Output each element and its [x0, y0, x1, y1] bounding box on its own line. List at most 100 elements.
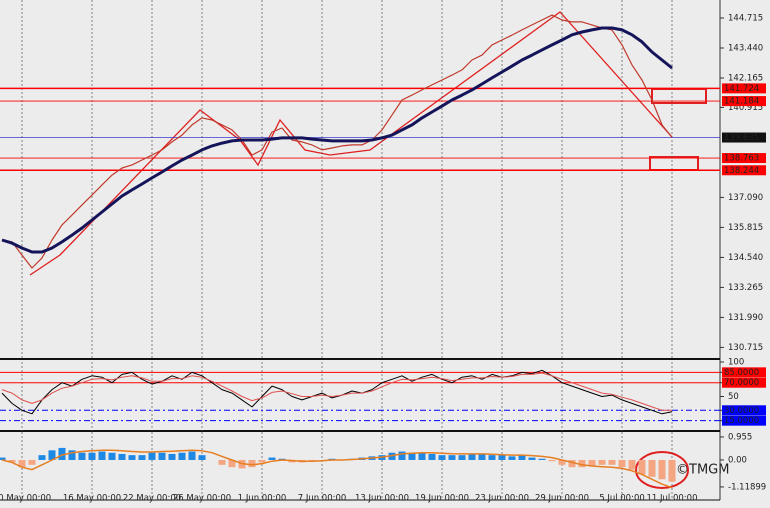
- histogram-bar: [58, 447, 66, 460]
- histogram-bar: [658, 459, 666, 480]
- histogram-bar: [78, 452, 86, 460]
- x-tick-label: 1 Jun 00:00: [238, 494, 287, 504]
- x-tick-label: 10 May 00:00: [0, 494, 51, 504]
- histogram-bar: [68, 450, 76, 460]
- histogram-bar: [28, 459, 36, 465]
- histogram-bar: [428, 453, 436, 460]
- level-label-box: [722, 83, 766, 94]
- y-tick-label: 70.0000: [724, 378, 759, 388]
- level-label-box: [722, 153, 766, 164]
- x-tick-label: 22 May 00:00: [123, 494, 181, 504]
- x-tick-label: 5 Jul 00:00: [599, 494, 645, 504]
- y-tick-label: 130.715: [728, 343, 763, 353]
- histogram-bar: [458, 455, 466, 460]
- series-line: [1, 369, 673, 415]
- histogram-bar: [588, 459, 596, 466]
- y-tick-label: 142.165: [728, 74, 763, 84]
- histogram-bar: [118, 453, 126, 460]
- histogram-bar: [198, 455, 206, 460]
- histogram-bar: [498, 455, 506, 460]
- histogram-bar: [158, 452, 166, 460]
- histogram-bar: [148, 452, 156, 460]
- y-tick-label: 0.955: [728, 432, 752, 442]
- histogram-bar: [48, 450, 56, 460]
- current-price-label: 139.635: [724, 133, 759, 143]
- tick-label-box: [722, 367, 766, 378]
- y-tick-label: 50: [728, 392, 739, 402]
- histogram-bar: [108, 452, 116, 460]
- y-tick-label: 133.265: [728, 283, 763, 293]
- histogram-bar: [648, 459, 656, 477]
- histogram-bar: [0, 457, 6, 460]
- tick-label-box: [722, 405, 766, 416]
- histogram-bar: [8, 459, 16, 463]
- histogram-bar: [88, 452, 96, 460]
- histogram-bar: [168, 453, 176, 460]
- histogram-bar: [528, 457, 536, 460]
- histogram-bar: [18, 459, 26, 468]
- histogram-bar: [618, 459, 626, 468]
- histogram-bar: [468, 453, 476, 460]
- histogram-bar: [608, 459, 616, 465]
- histogram-bar: [408, 452, 416, 460]
- y-tick-label: 140.915: [728, 103, 763, 113]
- histogram-bar: [518, 455, 526, 460]
- y-tick-label: 30.0000: [724, 406, 759, 416]
- current-price-box: [722, 132, 766, 143]
- level-label: 138.763: [724, 154, 759, 164]
- x-tick-label: 11 Jul 00:00: [647, 494, 698, 504]
- histogram-bar: [548, 459, 556, 462]
- histogram-bar: [188, 451, 196, 460]
- histogram-bar: [128, 455, 136, 460]
- histogram-bar: [568, 459, 576, 468]
- histogram-bar: [268, 457, 276, 460]
- y-tick-label: 15.0000: [724, 416, 759, 426]
- y-tick-label: 135.815: [728, 223, 763, 233]
- y-tick-label: 100: [728, 358, 744, 368]
- level-label-box: [722, 96, 766, 107]
- histogram-bar: [538, 458, 546, 460]
- level-label: 141.184: [724, 97, 759, 107]
- histogram-bar: [418, 452, 426, 460]
- x-tick-label: 29 Jun 00:00: [535, 494, 589, 504]
- y-tick-label: 134.540: [728, 253, 763, 263]
- histogram-bar: [38, 455, 46, 460]
- tick-label-box: [722, 377, 766, 388]
- histogram-bar: [438, 455, 446, 460]
- x-tick-label: 19 Jun 00:00: [415, 494, 469, 504]
- watermark: ©TMGM: [676, 463, 729, 478]
- x-tick-label: 7 Jun 00:00: [298, 494, 347, 504]
- y-tick-label: -1.11899: [728, 482, 766, 492]
- histogram-bar: [228, 459, 236, 468]
- histogram-bar: [398, 451, 406, 460]
- histogram-bar: [218, 459, 226, 465]
- histogram-bar: [138, 455, 146, 460]
- level-label: 141.724: [724, 84, 759, 94]
- histogram-bar: [248, 459, 256, 468]
- histogram-bar: [598, 459, 606, 465]
- y-tick-label: 85.0000: [724, 368, 759, 378]
- histogram-bar: [178, 452, 186, 460]
- x-tick-label: 23 Jun 00:00: [475, 494, 529, 504]
- histogram-bar: [668, 459, 676, 482]
- histogram-bar: [98, 451, 106, 460]
- series-line: [1, 372, 672, 411]
- histogram-bar: [638, 459, 646, 475]
- histogram-bar: [488, 455, 496, 460]
- histogram-bar: [448, 455, 456, 460]
- y-tick-label: 143.440: [728, 44, 763, 54]
- series-line: [1, 449, 673, 489]
- y-tick-label: 144.715: [728, 14, 763, 24]
- histogram-bar: [258, 459, 266, 463]
- histogram-bar: [628, 459, 636, 470]
- level-label: 138.244: [724, 166, 759, 176]
- histogram-bar: [508, 456, 516, 460]
- series-line: [1, 26, 673, 254]
- y-tick-label: 137.090: [728, 193, 763, 203]
- y-tick-label: 0.00: [728, 455, 747, 465]
- x-tick-label: 26 May 00:00: [173, 494, 231, 504]
- highlight-circle: [635, 451, 689, 489]
